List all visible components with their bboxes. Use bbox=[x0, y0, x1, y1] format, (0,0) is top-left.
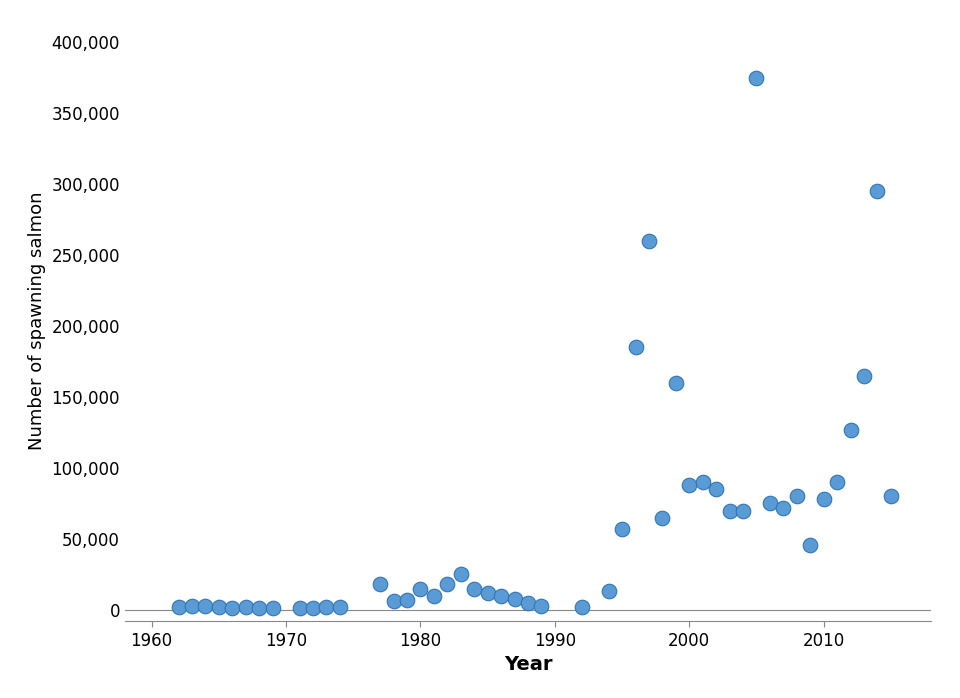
Point bbox=[803, 539, 818, 550]
Point bbox=[534, 600, 549, 611]
Point bbox=[386, 596, 401, 607]
Point bbox=[668, 377, 684, 388]
Point bbox=[211, 602, 227, 613]
Point bbox=[682, 480, 697, 491]
Point bbox=[252, 602, 267, 614]
Point bbox=[238, 602, 253, 613]
Point bbox=[695, 477, 710, 488]
Point bbox=[426, 590, 442, 601]
Point bbox=[440, 579, 455, 590]
Point bbox=[601, 586, 616, 597]
Point bbox=[265, 602, 280, 614]
Point bbox=[319, 602, 334, 613]
Point bbox=[749, 72, 764, 83]
Point bbox=[399, 595, 415, 606]
Point bbox=[467, 583, 482, 594]
Point bbox=[225, 602, 240, 614]
Point bbox=[843, 424, 858, 436]
Point bbox=[305, 603, 321, 614]
Point bbox=[372, 579, 388, 590]
Point bbox=[480, 587, 495, 598]
Point bbox=[520, 597, 536, 609]
Point bbox=[332, 602, 348, 613]
Point bbox=[493, 590, 509, 601]
Point bbox=[708, 484, 724, 495]
X-axis label: Year: Year bbox=[504, 655, 552, 674]
Point bbox=[184, 600, 200, 611]
Y-axis label: Number of spawning salmon: Number of spawning salmon bbox=[28, 192, 46, 450]
Point bbox=[856, 370, 872, 381]
Point bbox=[574, 602, 589, 613]
Point bbox=[829, 477, 845, 488]
Point bbox=[198, 601, 213, 612]
Point bbox=[722, 505, 737, 516]
Point bbox=[789, 491, 804, 502]
Point bbox=[816, 493, 831, 505]
Point bbox=[735, 505, 751, 516]
Point bbox=[614, 524, 630, 535]
Point bbox=[883, 491, 899, 502]
Point bbox=[870, 186, 885, 197]
Point bbox=[413, 583, 428, 594]
Point bbox=[292, 602, 307, 614]
Point bbox=[776, 502, 791, 513]
Point bbox=[453, 569, 468, 580]
Point bbox=[628, 342, 643, 353]
Point bbox=[655, 512, 670, 524]
Point bbox=[171, 602, 186, 613]
Point bbox=[762, 498, 778, 509]
Point bbox=[507, 593, 522, 604]
Point bbox=[641, 235, 657, 246]
